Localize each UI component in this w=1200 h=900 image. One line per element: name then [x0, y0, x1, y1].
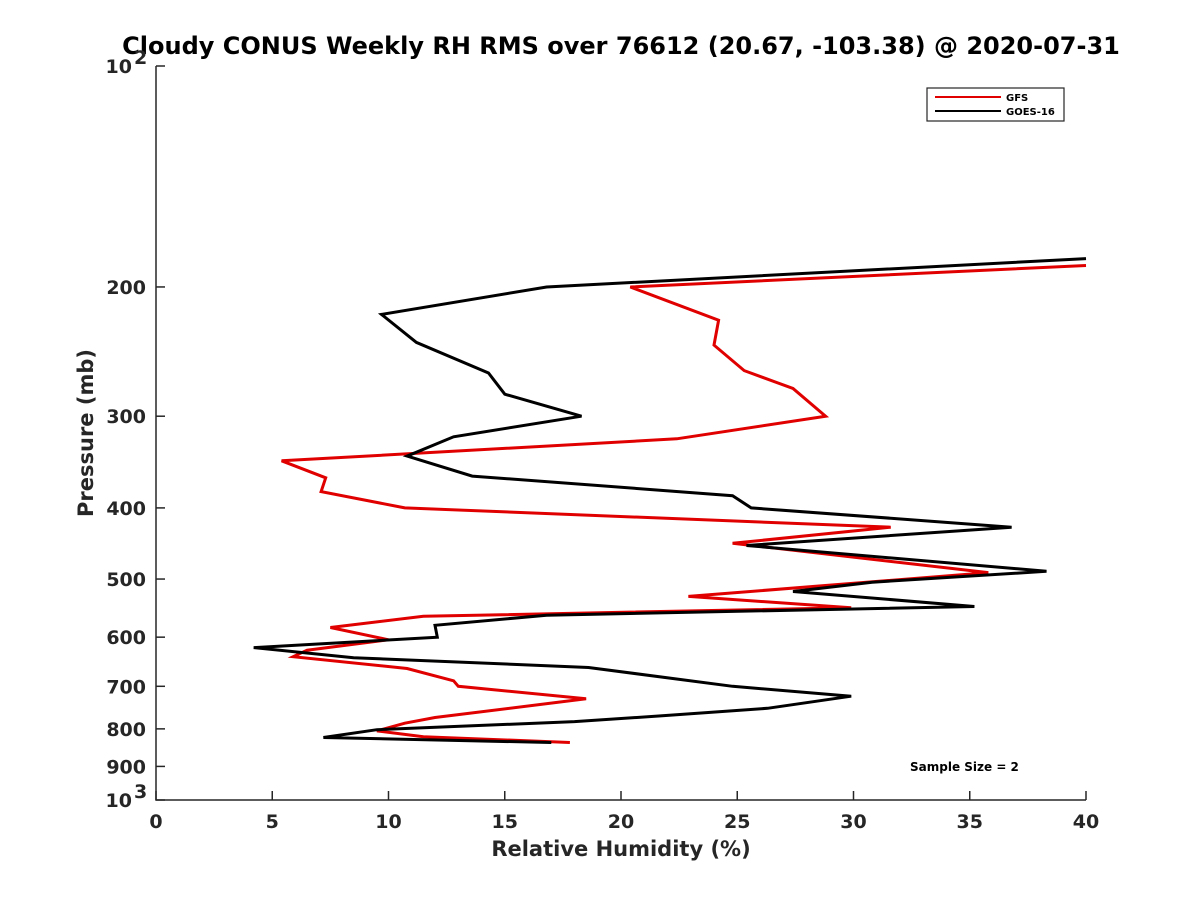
y-tick-label: 400 [106, 498, 146, 520]
legend-box [926, 87, 1065, 122]
y-tick-base: 10 [106, 790, 132, 812]
chart-title: Cloudy CONUS Weekly RH RMS over 76612 (2… [122, 32, 1120, 60]
y-tick-base: 10 [106, 56, 132, 78]
y-tick-label: 600 [106, 627, 146, 649]
y-tick-label: 200 [106, 277, 146, 299]
y-tick-label: 900 [106, 756, 146, 778]
plot-area: 0 5 10 15 20 25 30 35 40 10 220030040050060070080… [106, 47, 1100, 833]
series-lines [253, 257, 1087, 744]
x-tick-label: 10 [375, 811, 401, 833]
legend: GFS GOES-16 [926, 87, 1065, 122]
sample-size-annotation: Sample Size = 2 [910, 760, 1019, 774]
series-line-gfs [281, 264, 1087, 744]
y-tick-label: 300 [106, 406, 146, 428]
x-tick-label: 40 [1073, 811, 1099, 833]
x-tick-label: 25 [724, 811, 750, 833]
y-tick-label: 500 [106, 569, 146, 591]
x-axis-label: Relative Humidity (%) [491, 837, 750, 861]
y-tick-label: 10 [106, 790, 132, 812]
x-tick-label: 35 [957, 811, 983, 833]
y-tick-label: 700 [106, 676, 146, 698]
x-tick-label: 30 [840, 811, 866, 833]
y-tick-exponent: 3 [134, 781, 147, 803]
legend-label-gfs: GFS [1006, 93, 1028, 104]
y-tick-exponent: 2 [134, 47, 147, 69]
x-tick-label: 5 [266, 811, 279, 833]
x-tick-label: 15 [492, 811, 518, 833]
x-tick-label: 20 [608, 811, 634, 833]
x-tick-label: 0 [149, 811, 162, 833]
y-tick-label: 10 [106, 56, 132, 78]
axes-frame [155, 66, 1086, 801]
series-line-goes-16 [253, 257, 1087, 744]
y-tick-label: 800 [106, 719, 146, 741]
y-axis-label: Pressure (mb) [74, 349, 98, 517]
x-axis-ticks: 0 5 10 15 20 25 30 35 40 [149, 791, 1099, 833]
legend-label-goes16: GOES-16 [1006, 107, 1055, 118]
